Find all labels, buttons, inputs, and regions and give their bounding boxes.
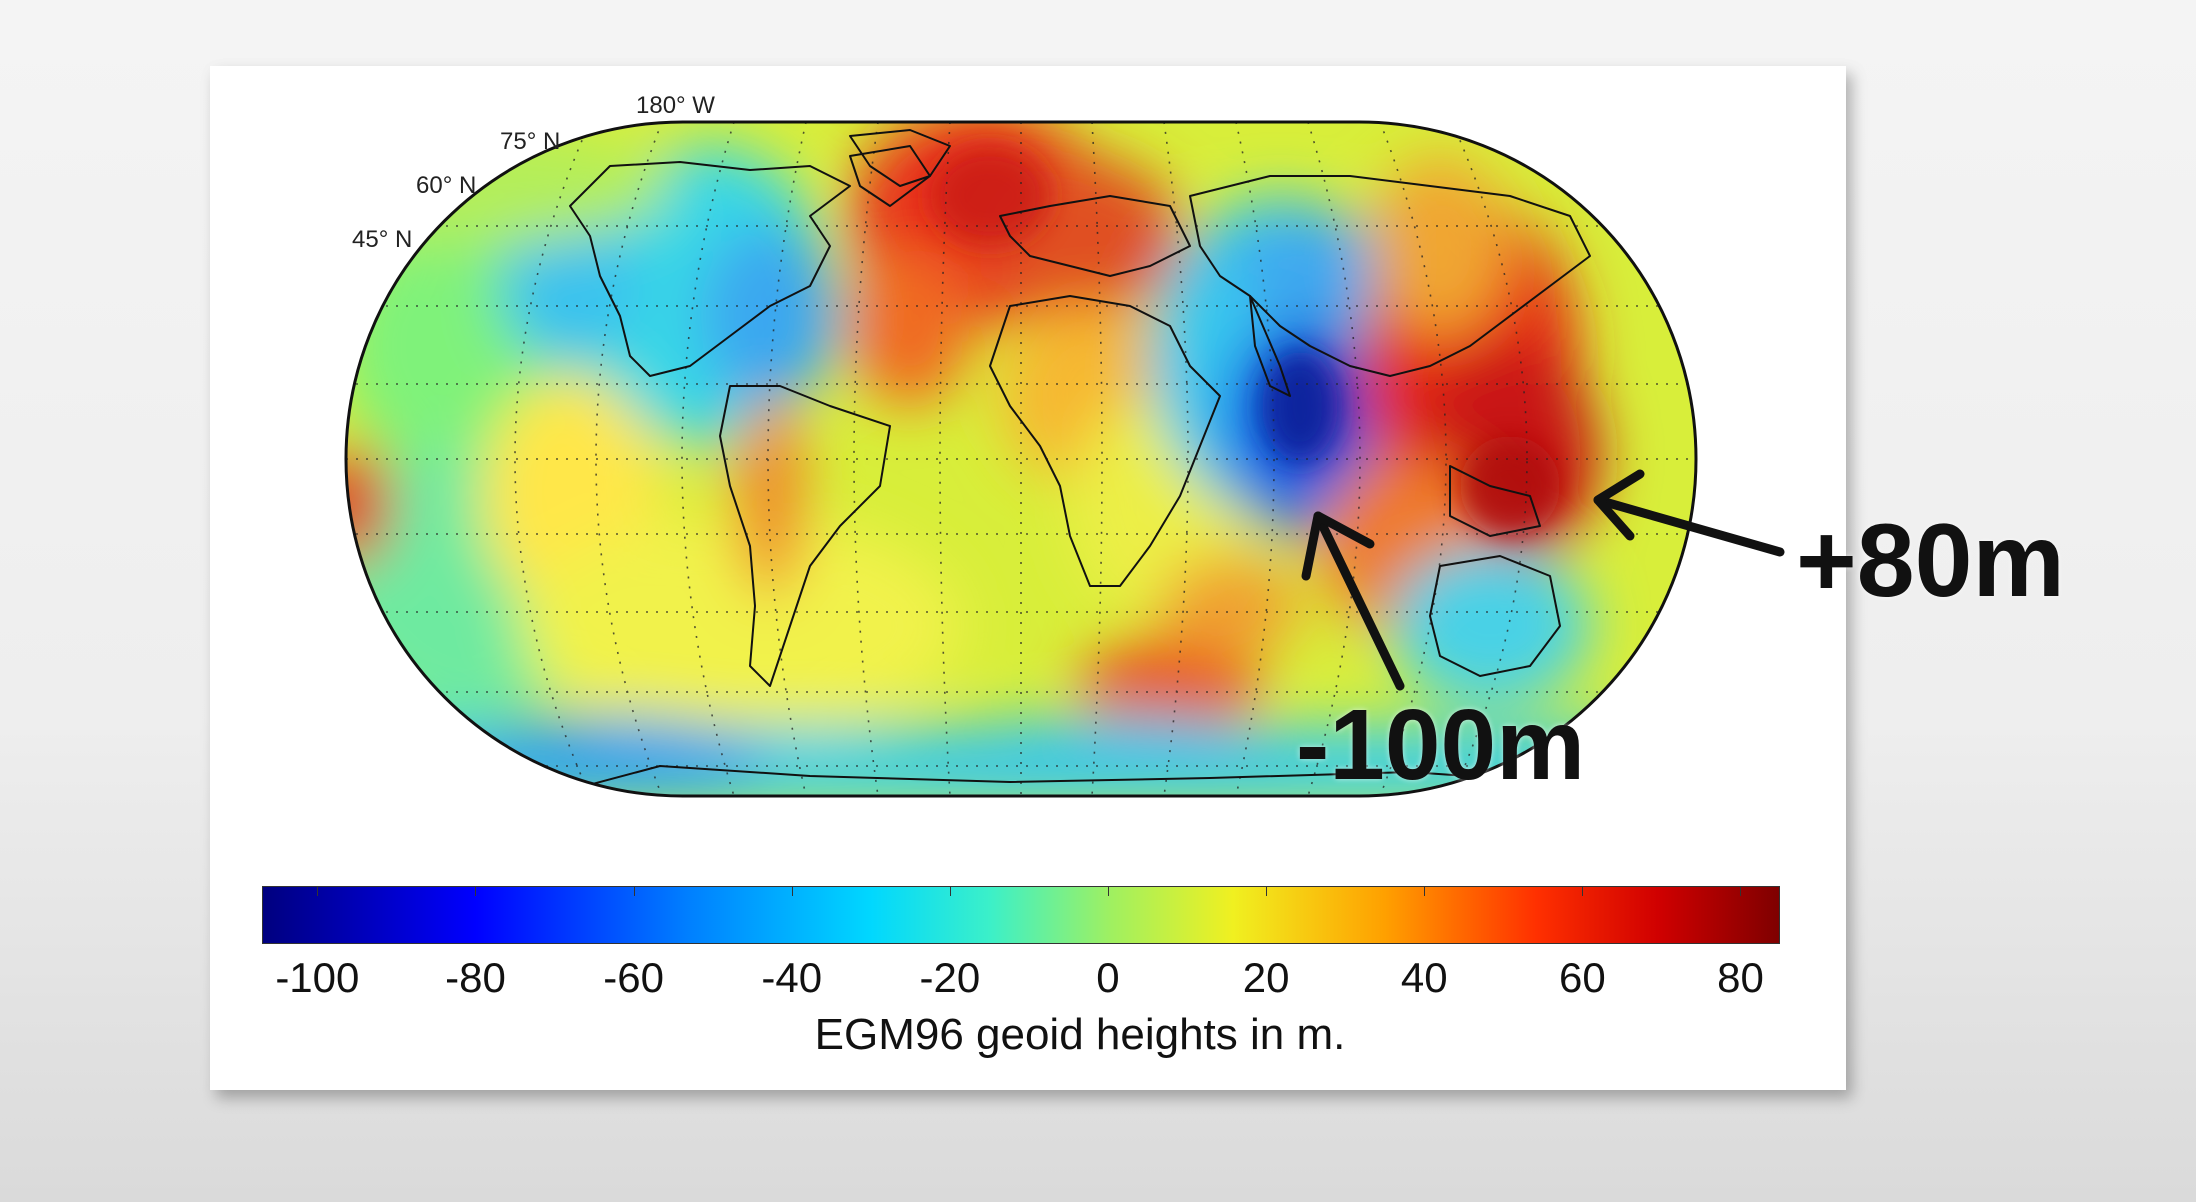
colorbar-tick-label: 80 [1717, 954, 1764, 1001]
colorbar-tick-mark [475, 886, 477, 896]
colorbar-tick-mark [1740, 886, 1742, 896]
colorbar-tick-label: -20 [919, 954, 981, 1001]
geoid-map [344, 120, 1698, 798]
colorbar-title: EGM96 geoid heights in m. [814, 1010, 1346, 1059]
slide: 180° W 75° N 60° N 45° N -100 -80 -60 -40 -2… [210, 66, 2065, 1090]
annotation-low: -100m [1296, 689, 1586, 801]
graticule-label-180w: 180° W [636, 92, 715, 119]
graticule-label-60n: 60° N [416, 172, 477, 199]
colorbar-tick-mark [317, 886, 319, 896]
colorbar-tick-label: -100 [275, 954, 360, 1001]
colorbar-tick-mark [1582, 886, 1584, 896]
colorbar-tick-label: 0 [1096, 954, 1120, 1001]
graticule-label-45n: 45° N [352, 226, 413, 253]
annotation-high: +80m [1796, 503, 2065, 619]
colorbar-tick-label: -60 [603, 954, 664, 1001]
colorbar-tick-label: 20 [1242, 954, 1290, 1001]
colorbar-tick-label: -80 [445, 954, 506, 1001]
colorbar-tick-mark [633, 886, 635, 896]
colorbar-tick-mark [1424, 886, 1426, 896]
geoid-field [346, 122, 1696, 796]
colorbar-tick-mark [1107, 886, 1109, 896]
colorbar [262, 886, 1780, 944]
colorbar-tick-mark [949, 886, 951, 896]
colorbar-tick-mark [791, 886, 793, 896]
graticule-lines [346, 122, 1696, 796]
graticule-label-75n: 75° N [500, 128, 561, 155]
colorbar-tick-mark [1266, 886, 1268, 896]
colorbar-tick-label: 40 [1400, 954, 1448, 1001]
colorbar-tick-label: 60 [1558, 954, 1606, 1001]
colorbar-tick-label: -40 [761, 954, 823, 1001]
